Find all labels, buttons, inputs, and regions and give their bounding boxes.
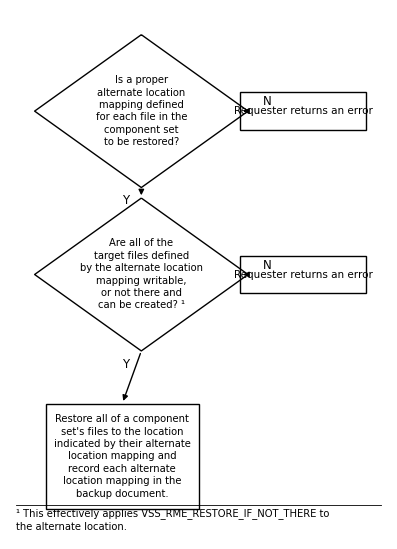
Text: ¹ This effectively applies VSS_RME_RESTORE_IF_NOT_THERE to
the alternate locatio: ¹ This effectively applies VSS_RME_RESTO… — [15, 508, 329, 532]
Text: Restore all of a component
set's files to the location
indicated by their altern: Restore all of a component set's files t… — [54, 414, 191, 498]
Bar — [241, 255, 366, 294]
Text: N: N — [263, 95, 272, 108]
Bar — [46, 404, 198, 509]
Text: N: N — [263, 259, 272, 272]
Text: Is a proper
alternate location
mapping defined
for each file in the
component se: Is a proper alternate location mapping d… — [96, 75, 187, 147]
Text: Y: Y — [123, 194, 130, 207]
Text: Requester returns an error: Requester returns an error — [234, 270, 373, 279]
Text: Requester returns an error: Requester returns an error — [234, 106, 373, 116]
Bar — [241, 92, 366, 130]
Text: Y: Y — [123, 357, 130, 371]
Text: Are all of the
target files defined
by the alternate location
mapping writable,
: Are all of the target files defined by t… — [80, 238, 203, 311]
